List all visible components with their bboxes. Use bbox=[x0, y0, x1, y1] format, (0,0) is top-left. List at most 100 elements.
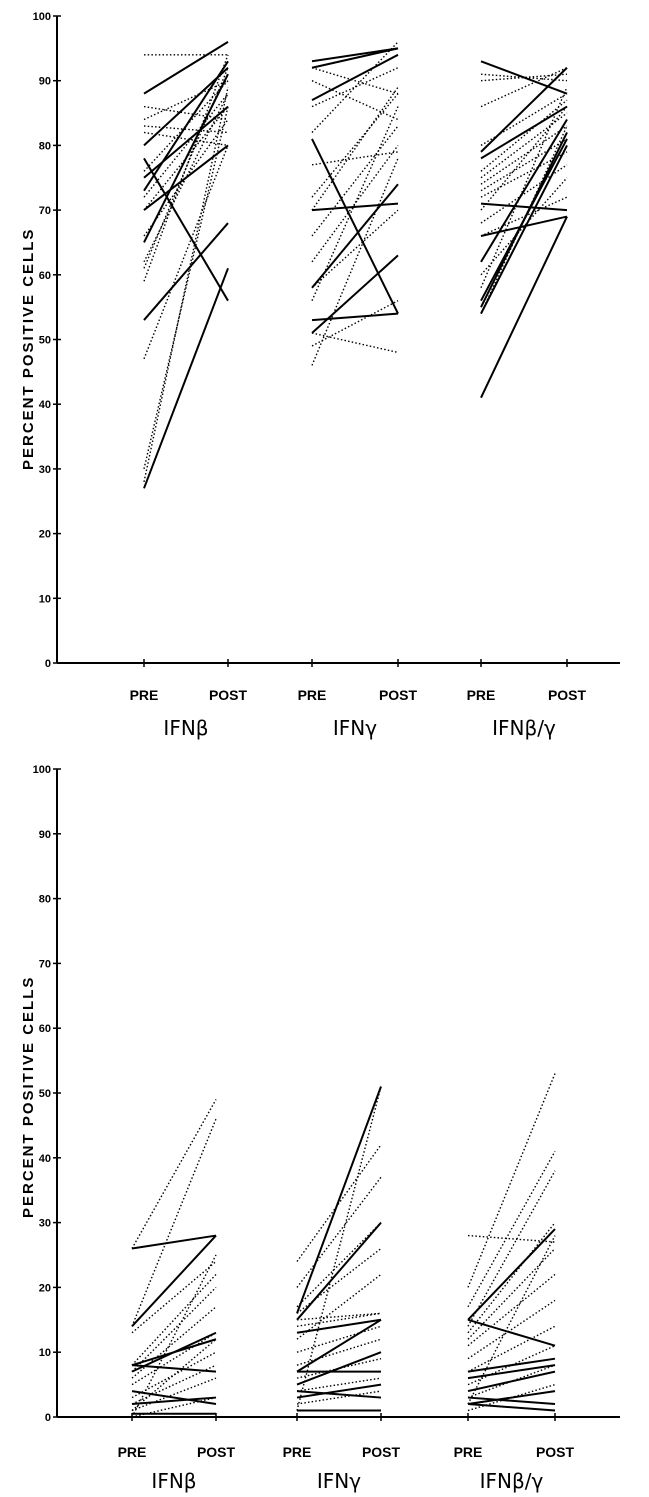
dotted-line bbox=[143, 93, 229, 263]
x-tick-label-post: POST bbox=[536, 1444, 575, 1460]
dotted-line bbox=[480, 196, 568, 237]
dotted-line bbox=[311, 67, 399, 108]
x-tick-label-post: POST bbox=[548, 687, 587, 703]
solid-line bbox=[131, 1364, 217, 1373]
dotted-line bbox=[296, 1086, 382, 1411]
solid-line bbox=[311, 312, 399, 322]
solid-line bbox=[296, 1351, 382, 1386]
solid-line bbox=[143, 157, 229, 302]
y-tick-label: 100 bbox=[33, 11, 51, 23]
dotted-line bbox=[296, 1390, 382, 1405]
dotted-line bbox=[480, 125, 568, 185]
dotted-line bbox=[480, 99, 568, 172]
y-tick-label: 90 bbox=[39, 829, 51, 841]
y-tick-label: 60 bbox=[39, 1023, 51, 1035]
dotted-line bbox=[311, 300, 399, 347]
chart-panel-top: 0 10 20 30 40 50 60 70 80 90 100 PRE POST IFNβ PRE POST… bbox=[20, 11, 620, 740]
solid-line bbox=[480, 144, 568, 315]
solid-line bbox=[480, 105, 568, 160]
y-tick-label: 80 bbox=[39, 894, 51, 906]
y-tick-label: 10 bbox=[39, 1347, 51, 1359]
dotted-line bbox=[296, 1377, 382, 1392]
y-tick-label: 0 bbox=[45, 1412, 51, 1424]
solid-line bbox=[480, 215, 568, 237]
y-tick-label: 40 bbox=[39, 399, 51, 411]
y-tick-label: 70 bbox=[39, 205, 51, 217]
solid-line bbox=[467, 1228, 556, 1321]
dotted-line bbox=[296, 1144, 382, 1262]
y-axis-title: PERCENT POSITIVE CELLS bbox=[20, 227, 37, 470]
y-axis-title: PERCENT POSITIVE CELLS bbox=[20, 975, 37, 1218]
dotted-line bbox=[480, 86, 568, 289]
dotted-line bbox=[131, 1099, 217, 1249]
dotted-line bbox=[143, 125, 229, 134]
dotted-line bbox=[467, 1222, 556, 1334]
solid-line bbox=[480, 202, 568, 212]
y-tick-label: 30 bbox=[39, 1218, 51, 1230]
dotted-line bbox=[480, 93, 568, 146]
x-tick-label-post: POST bbox=[379, 687, 418, 703]
solid-line bbox=[296, 1221, 382, 1321]
dotted-line bbox=[467, 1235, 556, 1405]
solid-line bbox=[131, 1331, 217, 1373]
dotted-line bbox=[480, 125, 568, 314]
dotted-line bbox=[296, 1338, 382, 1366]
dotted-line bbox=[131, 1332, 217, 1386]
dotted-line bbox=[311, 80, 399, 121]
dotted-line bbox=[311, 41, 399, 133]
dotted-line bbox=[467, 1299, 556, 1360]
dotted-line bbox=[131, 1377, 217, 1412]
dotted-line bbox=[296, 1176, 382, 1288]
solid-line bbox=[131, 1234, 217, 1250]
dotted-line bbox=[480, 164, 568, 224]
solid-line bbox=[143, 67, 229, 147]
dotted-line bbox=[467, 1150, 556, 1308]
dotted-line bbox=[467, 1325, 556, 1373]
dotted-line bbox=[311, 158, 399, 366]
dotted-line bbox=[143, 87, 229, 482]
solid-line bbox=[480, 67, 568, 153]
solid-line bbox=[467, 1390, 556, 1406]
dotted-line bbox=[467, 1273, 556, 1347]
solid-line bbox=[143, 267, 229, 489]
solid-line bbox=[296, 1318, 382, 1334]
y-tick-label: 50 bbox=[39, 335, 51, 347]
solid-line bbox=[480, 216, 568, 399]
solid-line bbox=[131, 1396, 217, 1406]
solid-line bbox=[131, 1390, 217, 1406]
y-tick-label: 80 bbox=[39, 140, 51, 152]
x-tick-label-pre: PRE bbox=[118, 1444, 147, 1460]
dotted-line bbox=[311, 86, 399, 211]
dotted-line bbox=[480, 106, 568, 211]
solid-line bbox=[311, 202, 399, 212]
solid-line bbox=[143, 41, 229, 95]
y-tick-label: 20 bbox=[39, 529, 51, 541]
x-tick-label-pre: PRE bbox=[298, 687, 327, 703]
solid-line bbox=[311, 254, 399, 334]
solid-line bbox=[480, 60, 568, 95]
x-tick-label-pre: PRE bbox=[454, 1444, 483, 1460]
dotted-line bbox=[480, 177, 568, 276]
dotted-line bbox=[467, 1170, 556, 1327]
dotted-line bbox=[296, 1312, 382, 1321]
y-tick-label: 50 bbox=[39, 1088, 51, 1100]
solid-line bbox=[143, 144, 229, 211]
dotted-line bbox=[467, 1345, 556, 1386]
y-tick-label: 90 bbox=[39, 76, 51, 88]
dotted-line bbox=[143, 80, 229, 121]
dotted-line bbox=[311, 93, 399, 198]
solid-line bbox=[131, 1234, 217, 1327]
y-tick-label: 20 bbox=[39, 1282, 51, 1294]
x-tick-label-pre: PRE bbox=[130, 687, 159, 703]
solid-line bbox=[480, 132, 568, 308]
solid-line bbox=[467, 1318, 556, 1347]
x-tick-label-post: POST bbox=[362, 1444, 401, 1460]
dotted-line bbox=[143, 93, 229, 198]
solid-line bbox=[143, 73, 229, 243]
solid-line bbox=[480, 119, 568, 263]
y-tick-label: 40 bbox=[39, 1153, 51, 1165]
solid-line bbox=[296, 1390, 382, 1399]
dotted-line bbox=[311, 209, 399, 289]
solid-line bbox=[311, 183, 399, 289]
